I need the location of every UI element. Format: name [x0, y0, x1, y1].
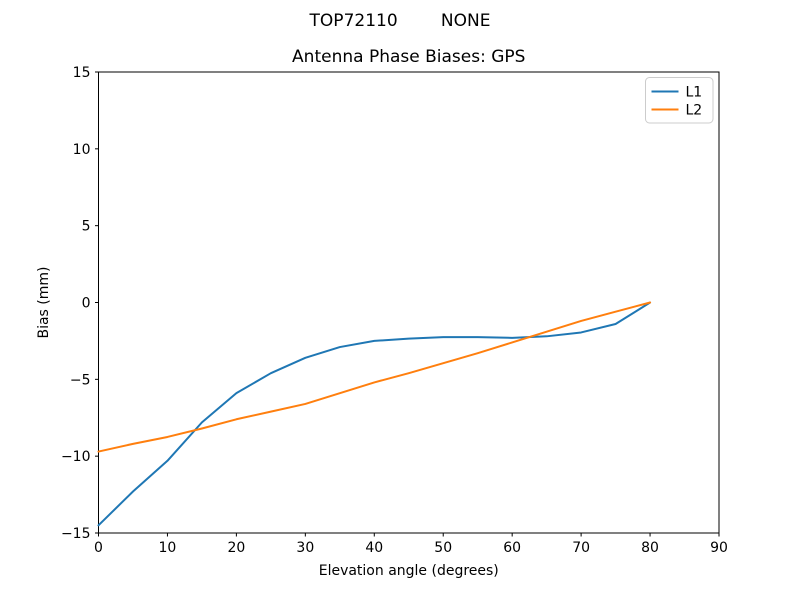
legend-entry-label-l1: L1 — [686, 85, 703, 101]
y-tick-label: 10 — [73, 142, 91, 158]
series-line-l1 — [97, 301, 652, 527]
x-tick-label: 0 — [94, 540, 103, 556]
x-tick-label: 10 — [159, 540, 177, 556]
x-tick-label: 20 — [227, 540, 245, 556]
x-tick-label: 80 — [641, 540, 659, 556]
y-axis-label: Bias (mm) — [36, 266, 52, 338]
figure-suptitle: TOP72110 NONE — [309, 11, 491, 31]
y-tick-label: 0 — [82, 296, 91, 312]
series-line-l2 — [97, 301, 652, 453]
x-tick-label: 30 — [296, 540, 314, 556]
x-axis-ticks: 0 10 20 30 40 50 60 70 80 90 — [94, 533, 728, 556]
y-tick-label: −5 — [70, 372, 91, 388]
x-axis-label: Elevation angle (degrees) — [319, 563, 499, 579]
axes-title: Antenna Phase Biases: GPS — [292, 47, 525, 67]
y-axis-ticks: −15 −10 −5 0 5 10 15 — [61, 65, 99, 542]
legend-entry-label-l2: L2 — [686, 103, 703, 119]
y-tick-label: 5 — [82, 219, 91, 235]
y-tick-label: 15 — [73, 65, 91, 81]
series-lines — [97, 301, 652, 527]
x-tick-label: 40 — [365, 540, 383, 556]
x-tick-label: 50 — [434, 540, 452, 556]
x-tick-label: 70 — [572, 540, 590, 556]
x-tick-label: 90 — [710, 540, 728, 556]
x-tick-label: 60 — [503, 540, 521, 556]
y-tick-label: −15 — [61, 526, 91, 542]
y-tick-label: −10 — [61, 449, 91, 465]
legend-box — [645, 77, 714, 124]
